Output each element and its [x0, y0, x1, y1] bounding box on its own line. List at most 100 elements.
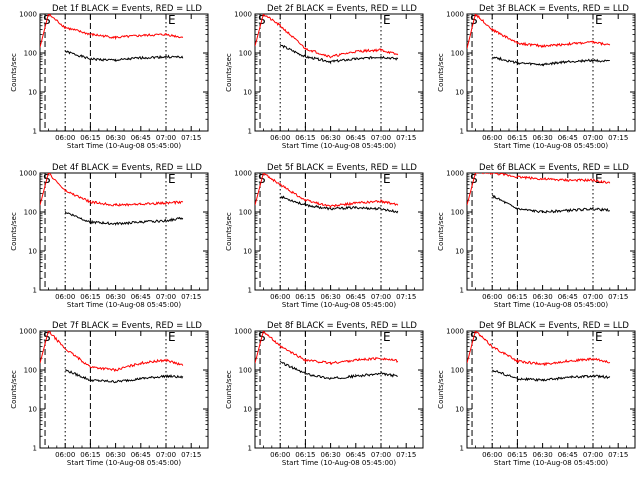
events-series-line	[279, 360, 398, 381]
events-series-line	[492, 56, 610, 67]
y-axis-label: Counts/sec	[437, 370, 445, 409]
chart-title: Det 4f BLACK = Events, RED = LLD	[52, 163, 202, 173]
chart-title: Det 2f BLACK = Events, RED = LLD	[267, 4, 417, 14]
chart-title: Det 7f BLACK = Events, RED = LLD	[52, 321, 202, 331]
x-tick-label: 07:00	[371, 134, 391, 142]
y-tick-label: 1000	[19, 328, 37, 336]
x-axis-label: Start Time (10-Aug-08 05:45:00)	[282, 301, 396, 309]
plot-frame	[466, 13, 636, 132]
x-tick-label: 06:30	[321, 134, 341, 142]
chart-title: Det 1f BLACK = Events, RED = LLD	[52, 4, 202, 14]
plot-frame	[254, 330, 424, 449]
plot-frame	[254, 172, 424, 291]
x-tick-label: 06:30	[533, 293, 553, 301]
x-tick-label: 06:30	[106, 134, 126, 142]
y-tick-label: 10	[243, 89, 252, 97]
y-tick-label: 10	[28, 89, 37, 97]
chart-title: Det 9f BLACK = Events, RED = LLD	[479, 321, 629, 331]
y-axis-label: Counts/sec	[225, 212, 233, 251]
detector-chart: Det 1f BLACK = Events, RED = LLD 1 10 100 10…	[10, 4, 209, 150]
x-tick-label: 06:45	[558, 451, 578, 459]
x-tick-label: 06:45	[346, 293, 366, 301]
end-marker: E	[383, 172, 391, 186]
x-tick-label: 07:15	[396, 134, 416, 142]
y-tick-label: 1	[460, 287, 464, 295]
x-tick-label: 07:00	[156, 293, 176, 301]
x-tick-label: 06:15	[507, 451, 527, 459]
x-tick-label: 06:15	[80, 451, 100, 459]
y-tick-label: 100	[24, 367, 37, 375]
x-tick-label: 06:00	[55, 134, 75, 142]
y-axis-label: Counts/sec	[10, 370, 18, 409]
y-tick-label: 1	[33, 445, 37, 453]
x-tick-label: 06:00	[55, 451, 75, 459]
x-tick-label: 06:30	[533, 134, 553, 142]
x-tick-label: 06:30	[321, 451, 341, 459]
y-tick-label: 1	[33, 128, 37, 136]
x-tick-label: 06:30	[321, 293, 341, 301]
x-tick-label: 06:00	[482, 451, 502, 459]
detector-chart: Det 7f BLACK = Events, RED = LLD 1 10 100 10…	[10, 321, 209, 467]
y-tick-label: 1000	[234, 328, 252, 336]
x-tick-label: 06:45	[346, 134, 366, 142]
detector-chart: Det 9f BLACK = Events, RED = LLD 1 10 100 10…	[437, 321, 636, 467]
y-tick-label: 10	[243, 406, 252, 414]
x-tick-label: 06:00	[482, 293, 502, 301]
end-marker: E	[595, 330, 603, 344]
x-axis-label: Start Time (10-Aug-08 05:45:00)	[67, 301, 181, 309]
x-tick-label: 06:15	[80, 293, 100, 301]
detector-chart: Det 5f BLACK = Events, RED = LLD 1 10 100 10…	[225, 163, 424, 309]
x-tick-label: 07:15	[608, 134, 628, 142]
y-axis-label: Counts/sec	[10, 212, 18, 251]
end-marker: E	[168, 172, 176, 186]
lld-series-line	[255, 331, 399, 366]
plot-frame	[466, 330, 636, 449]
y-axis-label: Counts/sec	[437, 212, 445, 251]
end-marker: E	[595, 13, 603, 27]
x-tick-label: 06:30	[106, 293, 126, 301]
x-tick-label: 07:15	[181, 451, 201, 459]
end-marker: E	[595, 172, 603, 186]
lld-series-line	[40, 331, 184, 373]
y-tick-label: 10	[28, 248, 37, 256]
x-axis-label: Start Time (10-Aug-08 05:45:00)	[282, 142, 396, 150]
y-tick-label: 1	[460, 445, 464, 453]
y-tick-label: 10	[455, 248, 464, 256]
y-tick-label: 100	[24, 50, 37, 58]
end-marker: E	[168, 330, 176, 344]
plot-frame	[39, 13, 209, 132]
detector-chart: Det 3f BLACK = Events, RED = LLD 1 10 100 10…	[437, 4, 636, 150]
x-axis-label: Start Time (10-Aug-08 05:45:00)	[67, 459, 181, 467]
plot-frame	[466, 172, 636, 291]
x-tick-label: 07:15	[396, 293, 416, 301]
chart-title: Det 6f BLACK = Events, RED = LLD	[479, 163, 629, 173]
x-tick-label: 07:15	[396, 451, 416, 459]
y-tick-label: 10	[455, 406, 464, 414]
y-tick-label: 100	[239, 50, 252, 58]
y-tick-label: 10	[455, 89, 464, 97]
lld-series-line	[467, 173, 611, 206]
x-tick-label: 06:30	[106, 451, 126, 459]
events-series-line	[279, 44, 399, 65]
x-tick-label: 06:00	[270, 134, 290, 142]
x-tick-label: 07:00	[371, 293, 391, 301]
y-tick-label: 1	[33, 287, 37, 295]
events-series-line	[64, 50, 184, 62]
x-tick-label: 07:15	[608, 293, 628, 301]
lld-series-line	[467, 14, 611, 49]
x-tick-label: 07:00	[583, 134, 603, 142]
detector-chart: Det 8f BLACK = Events, RED = LLD 1 10 100 10…	[225, 321, 424, 467]
y-tick-label: 10	[243, 248, 252, 256]
events-series-line	[64, 369, 184, 384]
x-tick-label: 07:00	[371, 451, 391, 459]
x-tick-label: 06:45	[346, 451, 366, 459]
end-marker: E	[383, 330, 391, 344]
chart-title: Det 3f BLACK = Events, RED = LLD	[479, 4, 629, 14]
x-tick-label: 06:15	[295, 451, 315, 459]
x-tick-label: 06:15	[507, 134, 527, 142]
x-tick-label: 06:45	[558, 134, 578, 142]
x-tick-label: 06:00	[270, 293, 290, 301]
x-tick-label: 07:00	[156, 451, 176, 459]
chart-title: Det 8f BLACK = Events, RED = LLD	[267, 321, 417, 331]
